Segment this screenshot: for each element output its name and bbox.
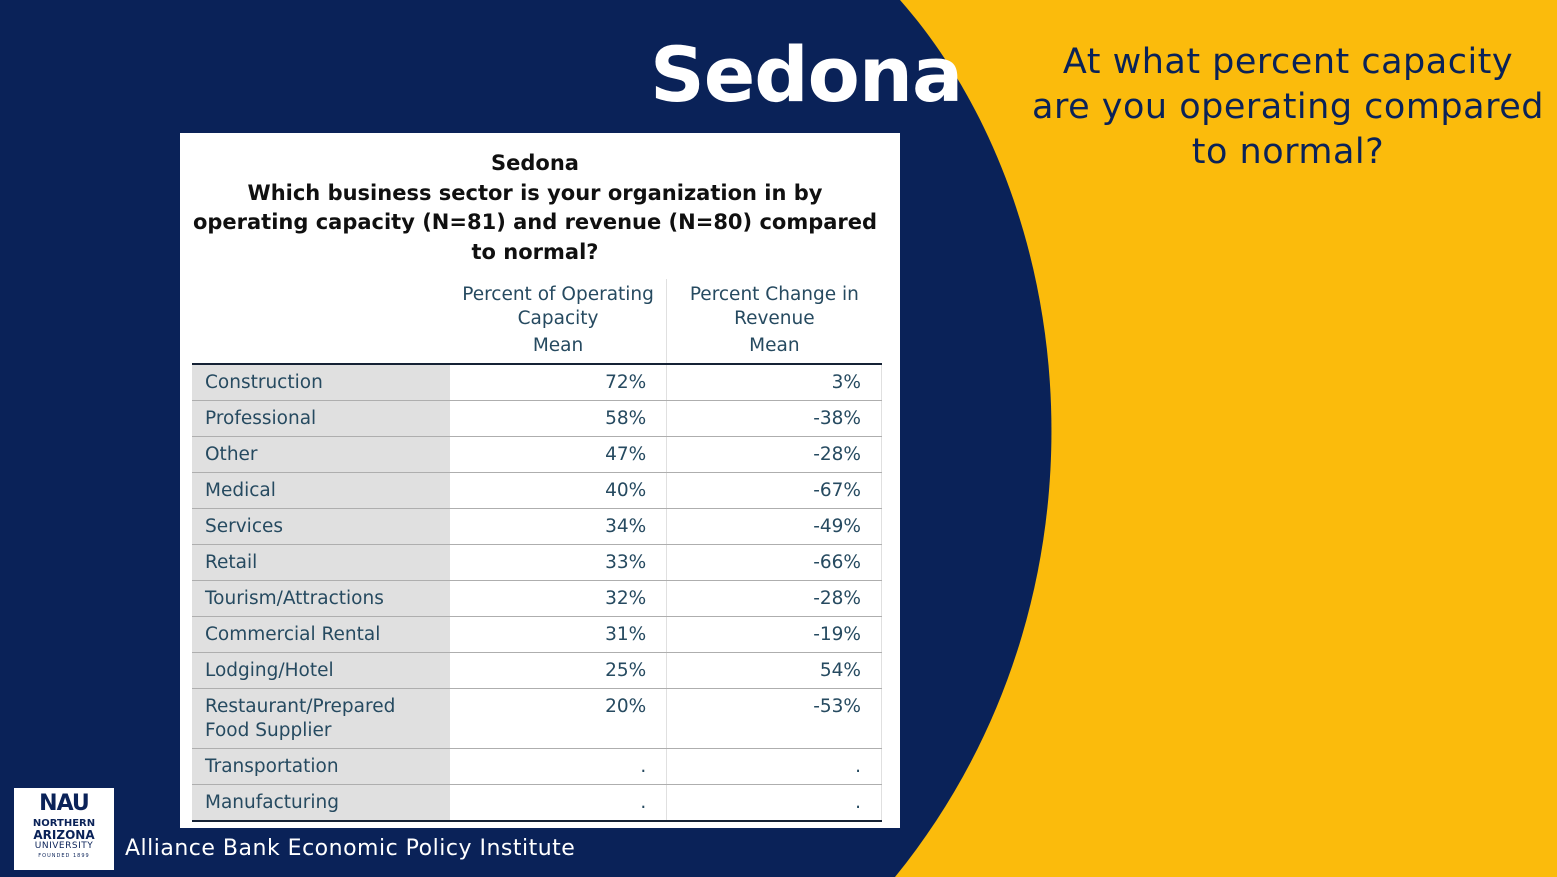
revenue-value: -38%	[666, 400, 882, 437]
revenue-value: -67%	[666, 472, 882, 509]
table-row: Construction 72% 3%	[192, 364, 882, 401]
revenue-value: -19%	[666, 616, 882, 653]
slide-title: Sedona	[650, 30, 963, 119]
revenue-value: .	[666, 784, 882, 822]
table-row: Other 47% -28%	[192, 436, 882, 473]
revenue-value: -28%	[666, 436, 882, 473]
header-text: Percent Change in	[689, 284, 859, 305]
table-row: Tourism/Attractions 32% -28%	[192, 580, 882, 617]
table-title-line: Sedona	[491, 151, 579, 175]
header-capacity: Percent of Operating Capacity	[449, 279, 668, 331]
capacity-value: 31%	[449, 616, 668, 653]
revenue-value: 54%	[666, 652, 882, 689]
table-row: Medical 40% -67%	[192, 472, 882, 509]
logo-text: ARIZONA	[33, 828, 95, 842]
revenue-value: -66%	[666, 544, 882, 581]
logo-text: NORTHERN	[32, 818, 96, 829]
header-text: Revenue	[734, 308, 815, 329]
nau-logo: NAU NORTHERN ARIZONA UNIVERSITY FOUNDED …	[14, 788, 114, 870]
sector-label: Construction	[192, 364, 450, 401]
revenue-value: -49%	[666, 508, 882, 545]
sector-label: Medical	[192, 472, 450, 509]
sector-label: Professional	[192, 400, 450, 437]
sector-label: Commercial Rental	[192, 616, 450, 653]
sector-label: Retail	[192, 544, 450, 581]
table-header-row: Percent of Operating Capacity Percent Ch…	[192, 279, 882, 331]
header-corner	[192, 279, 450, 331]
sector-label-line: Restaurant/Prepared	[205, 696, 396, 717]
table-title-line: to normal?	[471, 239, 599, 264]
capacity-value: 32%	[449, 580, 668, 617]
logo-mark: NAU	[39, 791, 90, 816]
table-row: Retail 33% -66%	[192, 544, 882, 581]
table-title-line: Which business sector is your organizati…	[247, 180, 823, 205]
table-row: Services 34% -49%	[192, 508, 882, 545]
table-row: Transportation . .	[192, 748, 882, 785]
revenue-value: .	[666, 748, 882, 785]
sector-label-line: Food Supplier	[205, 720, 332, 741]
revenue-value: 3%	[666, 364, 882, 401]
sector-label: Restaurant/Prepared Food Supplier	[192, 688, 450, 749]
question-text: At what percent capacity are you operati…	[1032, 42, 1544, 172]
capacity-value: 34%	[449, 508, 668, 545]
stat-corner	[192, 331, 450, 365]
logo-text: FOUNDED 1899	[38, 853, 90, 859]
sector-label: Manufacturing	[192, 784, 450, 822]
table-title: Sedona Which business sector is your org…	[190, 149, 880, 267]
capacity-value: .	[449, 748, 668, 785]
table-row: Lodging/Hotel 25% 54%	[192, 652, 882, 689]
table-row: Commercial Rental 31% -19%	[192, 616, 882, 653]
header-revenue: Percent Change in Revenue	[667, 279, 882, 331]
capacity-value: 33%	[449, 544, 668, 581]
header-text: Capacity	[517, 308, 599, 329]
table-stat-row: Mean Mean	[192, 331, 882, 365]
table-row: Manufacturing . .	[192, 784, 882, 822]
sector-label: Tourism/Attractions	[192, 580, 450, 617]
sector-label: Lodging/Hotel	[192, 652, 450, 689]
table-card: Sedona Which business sector is your org…	[180, 133, 900, 828]
sector-label: Other	[192, 436, 450, 473]
capacity-value: 40%	[449, 472, 668, 509]
capacity-value: .	[449, 784, 668, 822]
table-row: Restaurant/Prepared Food Supplier 20% -5…	[192, 688, 882, 749]
capacity-value: 25%	[449, 652, 668, 689]
capacity-value: 20%	[449, 688, 668, 749]
sector-table: Percent of Operating Capacity Percent Ch…	[192, 279, 882, 822]
table-title-line: operating capacity (N=81) and revenue (N…	[192, 210, 878, 234]
revenue-value: -53%	[666, 688, 882, 749]
capacity-value: 58%	[449, 400, 668, 437]
capacity-value: 72%	[449, 364, 668, 401]
capacity-value: 47%	[449, 436, 668, 473]
stat-capacity-mean: Mean	[449, 331, 668, 365]
stat-revenue-mean: Mean	[666, 331, 882, 365]
footer-institute: Alliance Bank Economic Policy Institute	[125, 836, 576, 861]
logo-text: UNIVERSITY	[34, 841, 94, 851]
table-row: Professional 58% -38%	[192, 400, 882, 437]
header-text: Percent of Operating	[462, 284, 654, 305]
revenue-value: -28%	[666, 580, 882, 617]
sector-label: Services	[192, 508, 450, 545]
sector-label: Transportation	[192, 748, 450, 785]
